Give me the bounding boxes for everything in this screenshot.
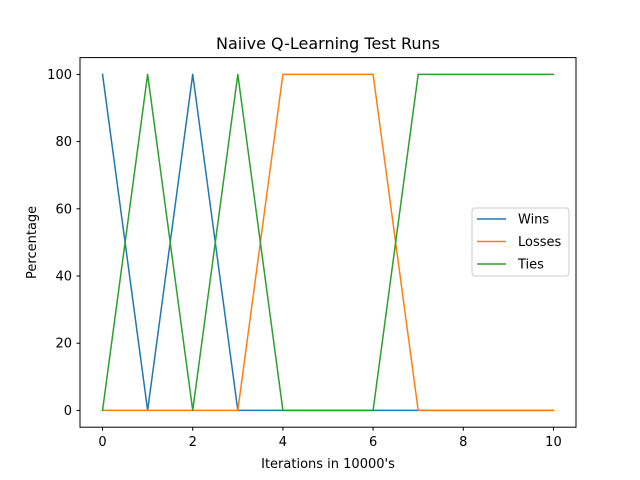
y-tick-label: 40: [55, 270, 72, 285]
chart-title: Naiive Q-Learning Test Runs: [216, 34, 440, 53]
series-line-ties: [101, 73, 555, 412]
x-tick-label: 8: [459, 435, 467, 450]
legend-label-losses: Losses: [518, 235, 562, 250]
legend-label-ties: Ties: [517, 258, 544, 273]
y-axis-label: Percentage: [25, 206, 40, 279]
x-tick-label: 0: [98, 435, 106, 450]
y-tick-label: 20: [55, 337, 72, 352]
y-tick-label: 100: [47, 68, 72, 83]
x-tick-label: 6: [369, 435, 377, 450]
y-tick-label: 0: [64, 404, 72, 419]
legend: Wins Losses Ties: [471, 207, 570, 277]
y-tick-label: 80: [55, 135, 72, 150]
series-line-losses: [101, 73, 555, 412]
plot-frame: [79, 57, 577, 428]
legend-box: [471, 207, 570, 277]
series-group: [101, 73, 555, 412]
x-tick-label: 10: [545, 435, 562, 450]
legend-label-wins: Wins: [518, 213, 549, 228]
x-tick-label: 4: [279, 435, 287, 450]
x-tick-label: 2: [189, 435, 197, 450]
x-axis-label: Iterations in 10000's: [261, 457, 395, 472]
y-tick-label: 60: [55, 202, 72, 217]
